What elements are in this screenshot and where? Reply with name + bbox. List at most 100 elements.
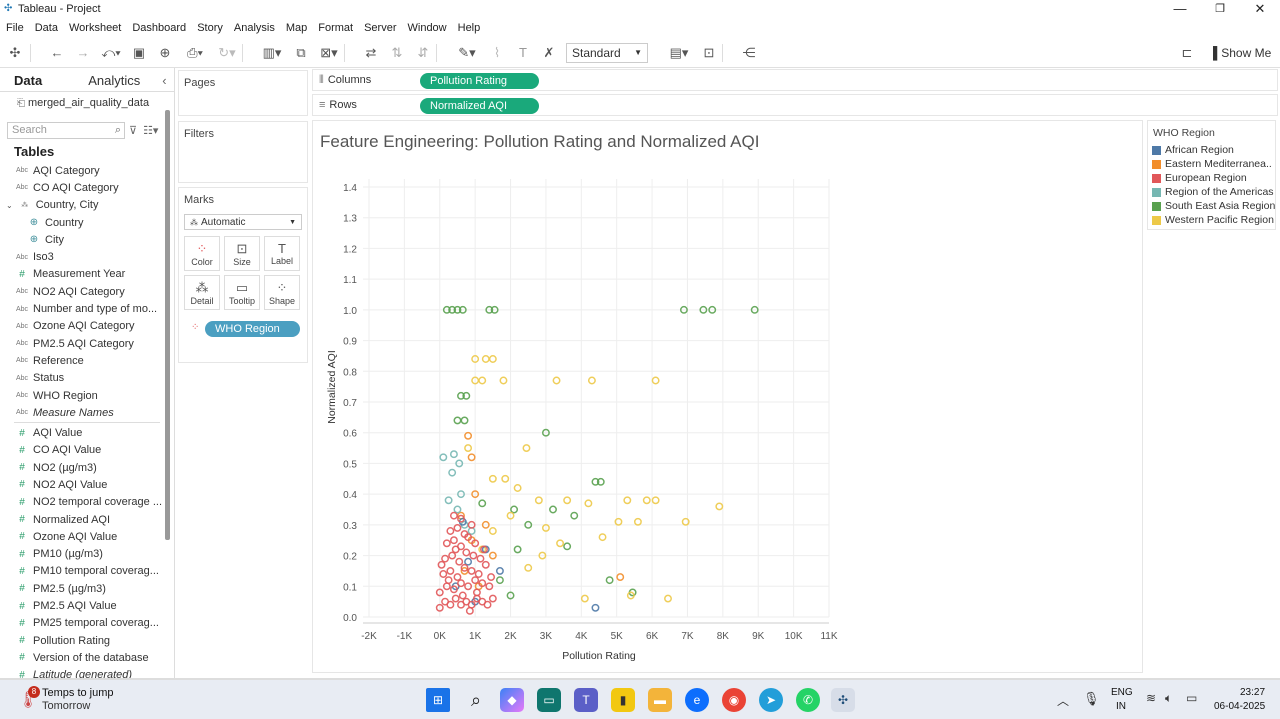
menu-format[interactable]: Format	[318, 22, 354, 34]
marks-tooltip-button[interactable]: ▭ Tooltip	[224, 275, 260, 310]
menu-story[interactable]: Story	[197, 22, 223, 34]
data-point[interactable]	[471, 539, 480, 548]
lang-2[interactable]: IN	[1116, 701, 1126, 712]
tab-analytics[interactable]: Analytics	[88, 73, 141, 88]
data-point[interactable]	[464, 557, 473, 566]
data-point[interactable]	[488, 355, 497, 363]
data-point[interactable]	[435, 603, 444, 612]
chrome-icon[interactable]: ◉	[722, 688, 746, 712]
field-ozone-aqi-category[interactable]: Abc Ozone AQI Category	[0, 318, 174, 335]
tray-chevron-icon[interactable]: ︿	[1057, 694, 1070, 708]
data-point[interactable]	[708, 305, 717, 314]
data-point[interactable]	[524, 563, 533, 572]
field-reference[interactable]: Abc Reference	[0, 352, 174, 369]
expand-icon[interactable]: ⌄	[6, 200, 13, 210]
data-point[interactable]	[487, 573, 496, 582]
data-point[interactable]	[587, 376, 596, 385]
rows-pill-normalized-aqi[interactable]: Normalized AQI	[420, 98, 539, 114]
data-point[interactable]	[446, 527, 455, 535]
powerbi-icon[interactable]: ▮	[611, 688, 635, 712]
data-point[interactable]	[485, 305, 494, 314]
data-point[interactable]	[444, 576, 453, 585]
menu-analysis[interactable]: Analysis	[233, 22, 275, 34]
field-normalized-aqi[interactable]: # Normalized AQI	[0, 511, 174, 528]
view-options-icon[interactable]: ☷▾	[143, 124, 159, 137]
data-point[interactable]	[451, 594, 460, 603]
data-point[interactable]	[642, 496, 651, 505]
data-point[interactable]	[513, 484, 522, 492]
data-point[interactable]	[460, 416, 469, 425]
data-point[interactable]	[462, 391, 471, 400]
rows-shelf[interactable]: ≡ Rows	[312, 94, 1278, 116]
data-point[interactable]	[449, 536, 458, 545]
data-point[interactable]	[495, 576, 504, 585]
data-point[interactable]	[513, 545, 522, 554]
scatter-chart[interactable]: Feature Engineering: Pollution Rating an…	[313, 121, 1142, 672]
legend-item[interactable]: Western Pacific Region	[1148, 213, 1275, 227]
new-worksheet-icon[interactable]: ▥▾	[262, 44, 282, 60]
field-co-aqi-category[interactable]: Abc CO AQI Category	[0, 179, 174, 196]
data-point[interactable]	[449, 511, 458, 520]
save-icon[interactable]: ▣	[132, 44, 146, 60]
data-point[interactable]	[506, 511, 515, 520]
data-point[interactable]	[490, 305, 499, 314]
menu-dashboard[interactable]: Dashboard	[132, 22, 187, 34]
data-point[interactable]	[469, 551, 478, 560]
search-taskbar-icon[interactable]: ⌕	[470, 689, 482, 710]
data-point[interactable]	[453, 523, 462, 532]
datasource-item[interactable]: ⎗ merged_air_quality_data	[0, 92, 174, 114]
replay-icon[interactable]: ⤺▾	[101, 44, 121, 60]
data-point[interactable]	[478, 376, 487, 385]
field-no2-g-m3-[interactable]: # NO2 (µg/m3)	[0, 459, 174, 476]
presentation-icon[interactable]: ⊡	[703, 44, 715, 60]
field-aqi-category[interactable]: Abc AQI Category	[0, 162, 174, 179]
marks-color-button[interactable]: ⁘ Color	[184, 236, 220, 271]
field-no2-aqi-category[interactable]: Abc NO2 AQI Category	[0, 283, 174, 300]
data-point[interactable]	[481, 560, 490, 569]
data-point[interactable]	[488, 527, 497, 535]
field-country[interactable]: ⊕ Country	[0, 214, 174, 231]
data-point[interactable]	[458, 591, 467, 600]
fit-dropdown[interactable]: Standard ▼	[566, 42, 648, 63]
data-point[interactable]	[616, 573, 625, 582]
data-point[interactable]	[458, 305, 467, 314]
field-no2-temporal-coverage-[interactable]: # NO2 temporal coverage ...	[0, 494, 174, 511]
maximize-button[interactable]: ❐	[1215, 3, 1225, 15]
redo-icon[interactable]: →	[76, 45, 90, 60]
data-point[interactable]	[451, 545, 460, 554]
data-point[interactable]	[437, 560, 446, 569]
data-point[interactable]	[448, 551, 457, 560]
volume-icon[interactable]: 🔈︎	[1165, 691, 1173, 705]
data-point[interactable]	[462, 548, 471, 557]
field-pm2-5-aqi-value[interactable]: # PM2.5 AQI Value	[0, 597, 174, 614]
data-point[interactable]	[457, 579, 465, 588]
data-point[interactable]	[453, 505, 462, 514]
marks-detail-button[interactable]: ⁂ Detail	[184, 275, 220, 310]
data-point[interactable]	[549, 505, 557, 514]
field-pollution-rating[interactable]: # Pollution Rating	[0, 632, 174, 649]
group-icon[interactable]: ⌇	[493, 44, 501, 60]
marks-label-button[interactable]: T Label	[264, 236, 300, 271]
edge-icon[interactable]: e	[685, 688, 709, 712]
show-cards-icon[interactable]: ▤▾	[669, 44, 689, 60]
fix-axes-icon[interactable]: ✗	[543, 44, 555, 60]
filter-icon[interactable]: ⊽	[129, 124, 138, 137]
pages-card[interactable]: Pages	[178, 70, 308, 116]
data-point[interactable]	[478, 579, 487, 588]
data-point[interactable]	[563, 542, 572, 551]
menu-server[interactable]: Server	[364, 22, 397, 34]
field-pm2-5-aqi-category[interactable]: Abc PM2.5 AQI Category	[0, 335, 174, 352]
field-who-region[interactable]: Abc WHO Region	[0, 387, 174, 404]
telegram-icon[interactable]: ➤	[759, 688, 783, 712]
data-point[interactable]	[488, 594, 497, 603]
wifi-icon[interactable]: ≋	[1146, 691, 1157, 705]
data-point[interactable]	[681, 517, 690, 526]
columns-shelf[interactable]: ⦀ Columns	[312, 69, 1278, 91]
data-point[interactable]	[598, 533, 607, 542]
data-point[interactable]	[495, 566, 504, 575]
copilot-icon[interactable]: ◆	[500, 688, 524, 712]
data-point[interactable]	[453, 573, 462, 582]
data-point[interactable]	[534, 496, 543, 505]
data-point[interactable]	[538, 551, 547, 560]
columns-pill-pollution-rating[interactable]: Pollution Rating	[420, 73, 539, 89]
